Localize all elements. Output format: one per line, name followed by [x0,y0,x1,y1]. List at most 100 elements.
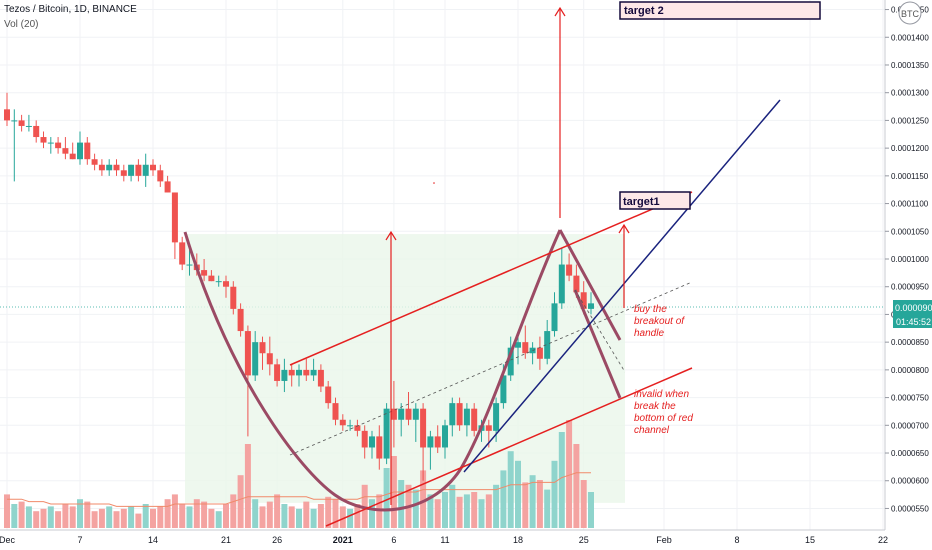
candle-body [507,347,514,376]
volume-bar [281,504,288,528]
volume-bar [339,506,346,528]
volume-bar [120,508,127,528]
price-tick-label: 0.0000550 [891,504,929,513]
time-tick-label: Feb [656,535,672,545]
volume-bar [259,506,266,528]
candle-body [252,342,259,376]
candle-body [449,403,456,426]
candle-body [208,275,215,282]
volume-bar [150,508,156,528]
volume-bar [551,460,558,528]
candle-body [84,142,91,160]
price-tick-label: 0.0001050 [891,227,929,236]
volume-legend: Vol (20) [4,19,39,30]
buy-note: buy the breakout of handle [634,304,685,339]
volume-bar [69,506,76,528]
candle-body [383,408,390,459]
candle-body [303,369,310,376]
currency-text: BTC [901,9,920,19]
volume-bar [274,494,281,528]
price-tick-label: 0.0000650 [891,449,929,458]
time-tick-label: Dec [0,535,15,545]
candle-body [237,308,244,332]
candle-body [215,281,222,283]
volume-bar [558,432,565,528]
time-tick-label: 8 [734,535,739,545]
target2-text: target 2 [624,5,664,17]
candle-body [405,408,412,420]
countdown-badge: 01:45:52 [893,314,932,328]
candle-body [77,142,83,160]
candle-body [522,342,529,354]
candle-body [390,408,397,420]
volume-bar [157,506,164,528]
volume-bar [427,494,434,528]
price-axis[interactable]: 0.00014500.00014000.00013500.00013000.00… [884,0,929,530]
volume-bar [398,480,405,528]
volume-bar [208,508,215,528]
candle-body [4,109,10,121]
volume-bar [237,475,244,528]
volume-bar [4,494,10,528]
candle-body [179,242,186,265]
time-axis[interactable]: Dec 7 14 21 26 2021 6 11 18 25 Feb 8 15 22 [0,529,888,545]
price-tick-label: 0.0001250 [891,116,929,125]
currency-badge: BTC [898,1,922,25]
volume-bar [485,494,492,528]
candle-body [398,408,405,420]
volume-bar [463,494,470,528]
time-tick-label: 15 [805,535,815,545]
trend-line [463,99,781,473]
volume-bar [84,501,91,528]
volume-bar [266,501,273,528]
volume-bar [171,494,178,528]
price-tick-label: 0.0001200 [891,144,929,153]
candle-body [164,181,171,193]
candle-body [288,369,295,376]
volume-bar [471,492,478,528]
volume-bar [544,489,551,528]
candle-body [47,142,54,144]
cup-curve [183,229,562,512]
invalid-note: invalid when break the bottom of red cha… [634,389,693,436]
volume-bar [98,508,105,528]
arrow-target-1-head [618,223,630,234]
price-tick-label: 0.0001150 [891,172,929,181]
volume-bar [18,501,25,528]
symbol-title: Tezos / Bitcoin, 1D, BINANCE [4,4,137,15]
candle-body [281,369,288,381]
channel-upper [289,191,693,366]
candle-body [412,408,419,420]
candle-body [274,364,281,381]
target1-label: target1 [619,191,691,210]
candle-body [40,137,47,143]
volume-bar [135,513,142,528]
price-tick-label: 0.0001350 [891,61,929,70]
volume-bar [507,451,514,528]
last-price-text: 0.0000905 [895,303,932,313]
volume-bar [252,499,259,528]
time-tick-label: 25 [579,535,589,545]
volume-bar [179,504,186,528]
volume-bar [164,499,171,528]
volume-bar [186,506,193,528]
price-tick-label: 0.0001000 [891,255,929,264]
candle-body [55,142,62,149]
candle-body [25,125,32,127]
candle-body [106,164,113,171]
candle-body [259,342,266,354]
candle-body [376,436,383,459]
volume-bar [573,444,580,528]
candle-body [471,408,478,431]
time-tick-label: 18 [513,535,523,545]
invalid-note-line3: bottom of red [634,413,693,424]
time-tick-label: 6 [391,535,396,545]
volume-bar [55,511,62,528]
candle-body [201,270,208,276]
candle-body [317,369,324,387]
volume-bar [317,504,324,528]
candle-body [573,275,580,293]
volume-bar [347,508,354,528]
price-tick-label: 0.0000600 [891,477,929,486]
